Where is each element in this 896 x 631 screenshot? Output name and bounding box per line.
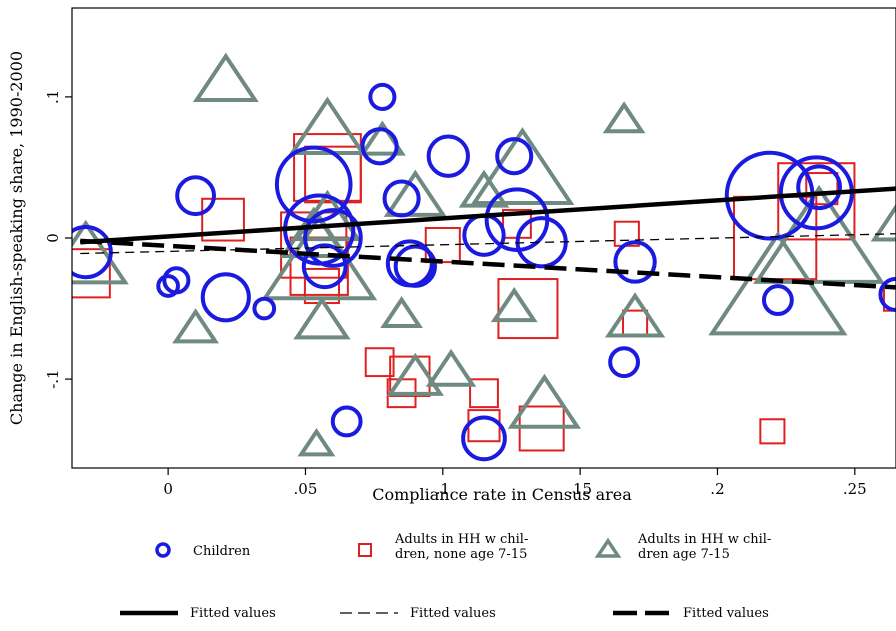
y-tick-label: -.1 [44, 369, 62, 388]
legend-label: Children [193, 544, 251, 559]
children-point [613, 240, 657, 284]
adults-none-point [364, 347, 395, 378]
adults-none-point [497, 278, 559, 340]
children-point [878, 276, 896, 312]
children-point [393, 244, 438, 288]
children-point [360, 127, 399, 166]
children-point [382, 179, 421, 218]
children-point [252, 296, 277, 321]
adults-with-point [386, 352, 444, 396]
x-tick-label: .15 [568, 480, 592, 498]
children-point [72, 225, 113, 280]
adults-with-point [604, 292, 666, 338]
legend-marker-square [358, 543, 372, 557]
children-point [426, 134, 470, 178]
adults-none-point [759, 418, 786, 445]
legend-fit-label: Fitted values [190, 606, 276, 621]
children-point [515, 216, 568, 269]
children-point [175, 175, 217, 217]
adults-with-point [293, 189, 362, 242]
adults-with-point [425, 348, 477, 387]
children-point [461, 415, 507, 462]
adults-with-point [72, 219, 129, 285]
legend-label: dren, none age 7-15 [395, 547, 527, 562]
legend-label: dren age 7-15 [638, 547, 730, 562]
adults-with-point [297, 427, 336, 457]
adults-none-point [467, 409, 501, 443]
adults-with-point [458, 169, 510, 208]
x-tick-label: .05 [294, 480, 318, 498]
adults-with-point [870, 203, 896, 242]
legend-fit-label: Fitted values [410, 606, 496, 621]
adults-none-point [72, 248, 111, 299]
adults-with-point [490, 287, 538, 323]
adults-none-point [805, 172, 839, 206]
children-point [301, 243, 348, 290]
children-point [796, 164, 842, 211]
adults-with-point [380, 296, 423, 329]
legend-fit-label: Fitted values [683, 606, 769, 621]
children-point [368, 82, 397, 111]
adults-with-point [172, 308, 220, 344]
children-point [761, 284, 794, 316]
y-axis-title: Change in English-speaking share, 1990-2… [7, 51, 26, 425]
adults-none-point [201, 197, 245, 242]
x-tick-label: .1 [436, 480, 450, 498]
children-point [274, 145, 353, 224]
legend-label: Adults in HH w chil- [637, 532, 771, 547]
legend-marker-triangle [594, 537, 622, 558]
adults-none-point [469, 378, 499, 409]
adults-with-point [288, 96, 367, 155]
children-point [156, 274, 180, 298]
children-point [330, 405, 363, 438]
fit-line-solid [80, 186, 896, 245]
x-tick-label: 0 [163, 480, 173, 498]
x-axis-title: Compliance rate in Census area [372, 485, 632, 504]
children-point [303, 208, 363, 268]
fit-line-long-dash [80, 238, 896, 290]
x-tick-label: .25 [843, 480, 867, 498]
adults-with-point [602, 101, 646, 134]
legend-label: Adults in HH w chil- [394, 532, 528, 547]
y-tick-label: 0 [44, 233, 62, 243]
adults-with-point [358, 120, 406, 156]
adults-with-point [383, 169, 447, 217]
legend-marker-circle [155, 542, 171, 558]
adults-with-point [470, 127, 575, 205]
children-point [200, 272, 251, 323]
adults-none-point [622, 309, 649, 336]
children-point [608, 346, 640, 379]
x-tick-label: .2 [710, 480, 724, 498]
adults-with-point [192, 52, 259, 103]
adults-with-point [293, 296, 351, 340]
children-point [462, 213, 506, 257]
adults-with-point [507, 373, 582, 429]
y-tick-label: .1 [44, 90, 62, 104]
children-point [495, 137, 534, 176]
